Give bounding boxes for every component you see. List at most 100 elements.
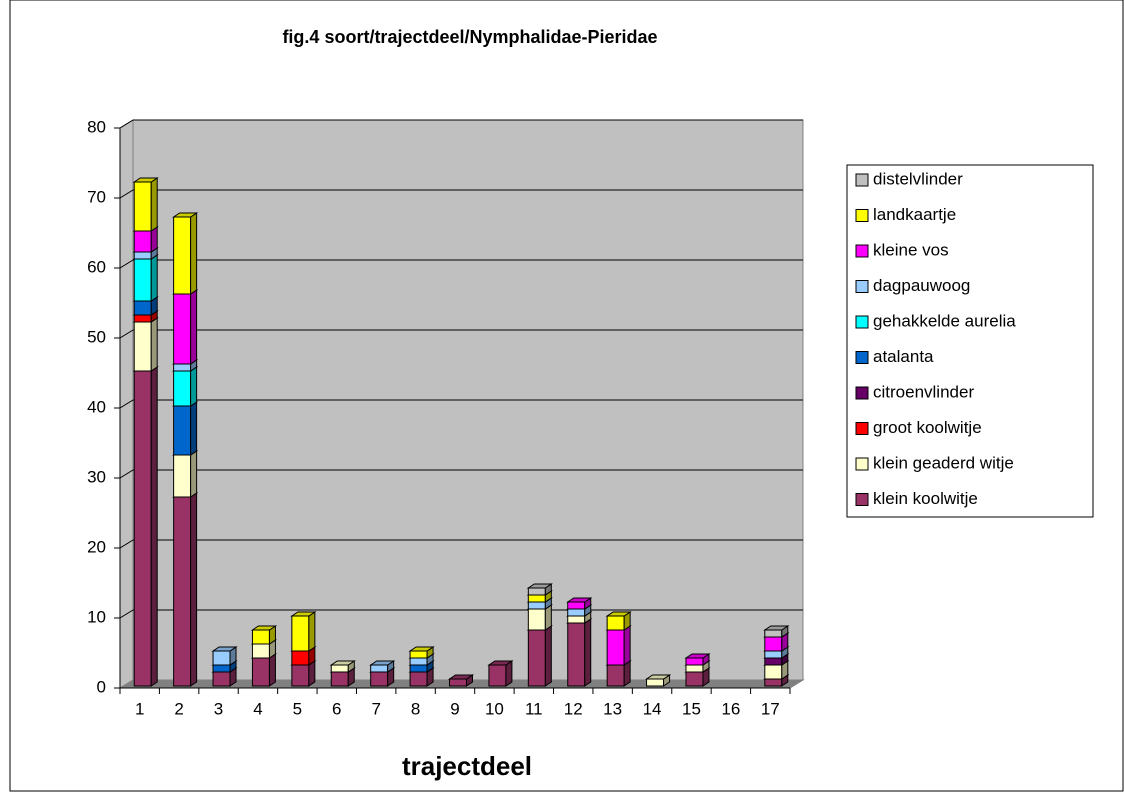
bar-side xyxy=(268,653,276,687)
bar-side xyxy=(544,625,552,687)
bar-segment xyxy=(764,650,783,659)
bar-side xyxy=(190,289,198,365)
bar-segment xyxy=(685,657,704,666)
x-tick-label: 7 xyxy=(371,699,380,718)
bar-segment xyxy=(567,608,586,617)
bar-side xyxy=(150,254,158,302)
y-tick-label: 60 xyxy=(87,257,106,276)
grid-line xyxy=(119,259,134,269)
bar-segment xyxy=(330,664,349,673)
bar-segment xyxy=(527,608,546,631)
bar-segment xyxy=(173,370,192,407)
bar-segment xyxy=(567,622,586,687)
y-tick-label: 0 xyxy=(97,677,106,696)
x-tick-label: 14 xyxy=(643,699,662,718)
bar-segment xyxy=(409,650,428,659)
bar-side xyxy=(150,177,158,232)
legend-label: gehakkelde aurelia xyxy=(873,311,1016,330)
bar-top xyxy=(211,646,238,652)
grid-line xyxy=(119,539,134,549)
bar-side xyxy=(190,366,198,407)
grid-line xyxy=(119,119,134,129)
bar-segment xyxy=(251,629,270,645)
x-tick-label: 15 xyxy=(682,699,701,718)
bar-side xyxy=(190,401,198,456)
chart-title: fig.4 soort/trajectdeel/Nymphalidae-Pier… xyxy=(282,27,657,47)
grid-line xyxy=(119,469,134,479)
bar-top xyxy=(408,646,435,652)
legend xyxy=(846,164,1094,518)
bar-segment xyxy=(606,664,625,687)
bar-segment xyxy=(173,405,192,456)
bar-top xyxy=(487,660,514,666)
legend-swatch xyxy=(855,493,869,506)
bar-segment xyxy=(173,216,192,295)
bar-top xyxy=(250,625,278,631)
bar-segment xyxy=(764,657,783,666)
bar-segment xyxy=(291,650,310,666)
x-tick-label: 6 xyxy=(332,699,341,718)
legend-label: groot koolwitje xyxy=(873,418,982,437)
bar-side xyxy=(190,212,198,295)
x-tick-label: 8 xyxy=(411,699,420,718)
y-tick-label: 70 xyxy=(87,187,106,206)
bar-top xyxy=(684,653,711,659)
bar-segment xyxy=(764,636,783,652)
bar-segment xyxy=(212,650,231,666)
bar-segment xyxy=(409,671,428,687)
bar-segment xyxy=(133,300,152,316)
bar-segment xyxy=(133,181,152,232)
bar-side xyxy=(308,611,316,652)
bar-segment xyxy=(646,678,665,687)
y-tick-label: 50 xyxy=(87,327,106,346)
x-tick-label: 12 xyxy=(564,699,583,718)
x-tick-label: 16 xyxy=(721,699,740,718)
bar-segment xyxy=(567,601,586,610)
legend-swatch xyxy=(855,351,869,364)
legend-label: atalanta xyxy=(873,347,934,366)
x-tick-label: 2 xyxy=(174,699,183,718)
bar-top xyxy=(644,674,672,680)
bar-segment xyxy=(527,587,546,596)
bar-top xyxy=(566,597,593,603)
bar-side xyxy=(150,366,158,687)
bar-segment xyxy=(606,629,625,666)
bar-segment xyxy=(251,657,270,687)
bar-segment xyxy=(212,664,231,673)
bar-segment xyxy=(133,370,152,687)
bar-segment xyxy=(133,230,152,253)
y-tick-label: 30 xyxy=(87,467,106,486)
x-tick-label: 10 xyxy=(485,699,504,718)
legend-swatch xyxy=(855,173,869,187)
bar-segment xyxy=(764,629,783,638)
legend-label: distelvlinder xyxy=(873,169,963,188)
bar-segment xyxy=(133,321,152,372)
bar-segment xyxy=(764,678,783,687)
bar-top xyxy=(171,212,199,218)
bar-side xyxy=(190,492,198,687)
legend-label: landkaartje xyxy=(873,205,956,224)
x-axis-title: trajectdeel xyxy=(402,751,532,781)
bar-side xyxy=(623,625,631,666)
legend-swatch xyxy=(855,209,869,222)
bar-segment xyxy=(606,615,625,631)
grid-line xyxy=(119,609,134,619)
x-tick-label: 9 xyxy=(450,699,459,718)
bar-side xyxy=(150,317,158,372)
bar-top xyxy=(329,660,356,666)
bar-segment xyxy=(370,671,389,687)
bar-top xyxy=(447,674,475,680)
legend-swatch xyxy=(855,386,869,400)
x-tick-label: 17 xyxy=(761,699,780,718)
x-tick-label: 13 xyxy=(603,699,622,718)
legend-label: kleine vos xyxy=(873,240,949,259)
bar-segment xyxy=(370,664,389,673)
bar-segment xyxy=(764,664,783,680)
bar-top xyxy=(369,660,396,666)
legend-swatch xyxy=(855,315,869,329)
y-tick-label: 40 xyxy=(87,397,106,416)
bar-segment xyxy=(291,615,310,652)
legend-swatch xyxy=(855,244,869,258)
x-tick-label: 5 xyxy=(293,699,302,718)
